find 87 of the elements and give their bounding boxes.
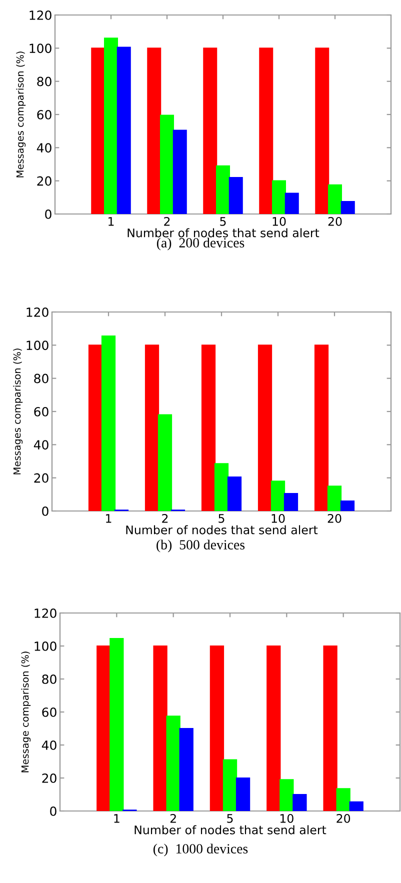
y-tick-label: 40 xyxy=(36,143,52,153)
x-tick-label: 1 xyxy=(108,217,114,226)
bar xyxy=(314,344,329,511)
y-tick-label: 100 xyxy=(34,641,56,651)
bar xyxy=(179,728,194,811)
y-tick-label: 60 xyxy=(37,110,52,120)
y-tick-label: 120 xyxy=(30,10,52,20)
bar xyxy=(216,165,230,214)
y-tick-label: 80 xyxy=(37,76,52,86)
x-tick-label: 5 xyxy=(218,514,224,523)
x-tick-label: 10 xyxy=(272,514,285,523)
bar xyxy=(91,48,106,214)
bar xyxy=(340,201,355,214)
x-tick-label: 2 xyxy=(162,514,168,523)
x-tick-label: 2 xyxy=(170,814,176,823)
bar xyxy=(160,114,174,214)
bar xyxy=(280,779,294,811)
x-axis-title: Number of nodes that send alert xyxy=(126,525,318,534)
bar xyxy=(327,486,342,511)
x-tick-label: 20 xyxy=(336,814,350,823)
bar xyxy=(292,794,307,811)
bar xyxy=(116,46,131,214)
bar xyxy=(201,344,216,511)
y-axis-title: Messages comparison (%) xyxy=(16,52,26,178)
text: (c) 1000 devices xyxy=(153,844,248,856)
y-tick-label: 20 xyxy=(34,473,48,483)
bar xyxy=(270,480,286,511)
bar xyxy=(349,801,364,811)
text: (a) 200 devices xyxy=(156,238,244,250)
y-axis-title: Messages comparison (%) xyxy=(13,348,23,474)
y-axis-title: Message comparison (%) xyxy=(21,652,31,772)
bar xyxy=(166,716,180,811)
bar xyxy=(259,48,274,214)
bar xyxy=(147,48,162,214)
x-axis-title: Number of nodes that send alert xyxy=(134,825,326,834)
x-tick-label: 1 xyxy=(114,814,120,823)
bar xyxy=(158,414,172,511)
bar xyxy=(153,645,168,811)
x-tick-label: 10 xyxy=(280,814,294,823)
x-tick-label: 20 xyxy=(328,216,342,226)
bar xyxy=(228,176,243,214)
bar xyxy=(328,184,342,214)
y-tick-label: 80 xyxy=(34,374,48,384)
bar xyxy=(144,344,160,511)
bar xyxy=(272,180,286,214)
bar xyxy=(284,192,299,214)
bar xyxy=(222,759,238,811)
bar xyxy=(284,493,298,511)
y-tick-label: 40 xyxy=(34,440,48,450)
y-tick-label: 60 xyxy=(42,707,56,717)
bar xyxy=(96,645,111,811)
bar xyxy=(315,48,330,214)
y-tick-label: 120 xyxy=(34,608,56,618)
bar xyxy=(88,344,103,511)
y-tick-label: 120 xyxy=(26,307,48,317)
y-tick-label: 40 xyxy=(42,740,56,750)
bar xyxy=(323,645,338,811)
y-tick-label: 20 xyxy=(42,773,56,783)
y-tick-label: 80 xyxy=(42,674,56,684)
y-tick-label: 100 xyxy=(26,340,48,350)
bar xyxy=(203,48,218,214)
y-tick-label: 100 xyxy=(30,44,52,54)
x-tick-label: 1 xyxy=(106,514,112,523)
bar xyxy=(336,788,350,811)
x-tick-label: 5 xyxy=(227,814,233,823)
bar xyxy=(258,344,272,511)
bar xyxy=(104,38,118,214)
bar xyxy=(227,476,242,511)
bar xyxy=(340,500,355,511)
bar xyxy=(210,645,224,811)
y-tick-label: 0 xyxy=(50,806,56,816)
y-tick-label: 20 xyxy=(37,176,52,186)
y-tick-label: 0 xyxy=(45,209,52,219)
bar xyxy=(172,130,187,214)
x-axis-title: Number of nodes that send alert xyxy=(128,228,320,238)
bar xyxy=(266,645,281,811)
bar xyxy=(101,335,116,511)
x-tick-label: 20 xyxy=(328,514,342,523)
bar xyxy=(214,463,229,511)
y-tick-label: 0 xyxy=(42,506,48,516)
bar xyxy=(236,777,250,811)
x-tick-label: 10 xyxy=(272,216,286,226)
text: (b) 500 devices xyxy=(156,540,245,552)
x-tick-label: 5 xyxy=(220,217,226,226)
bar xyxy=(110,638,124,811)
x-tick-label: 2 xyxy=(164,216,170,226)
y-tick-label: 60 xyxy=(34,406,48,416)
